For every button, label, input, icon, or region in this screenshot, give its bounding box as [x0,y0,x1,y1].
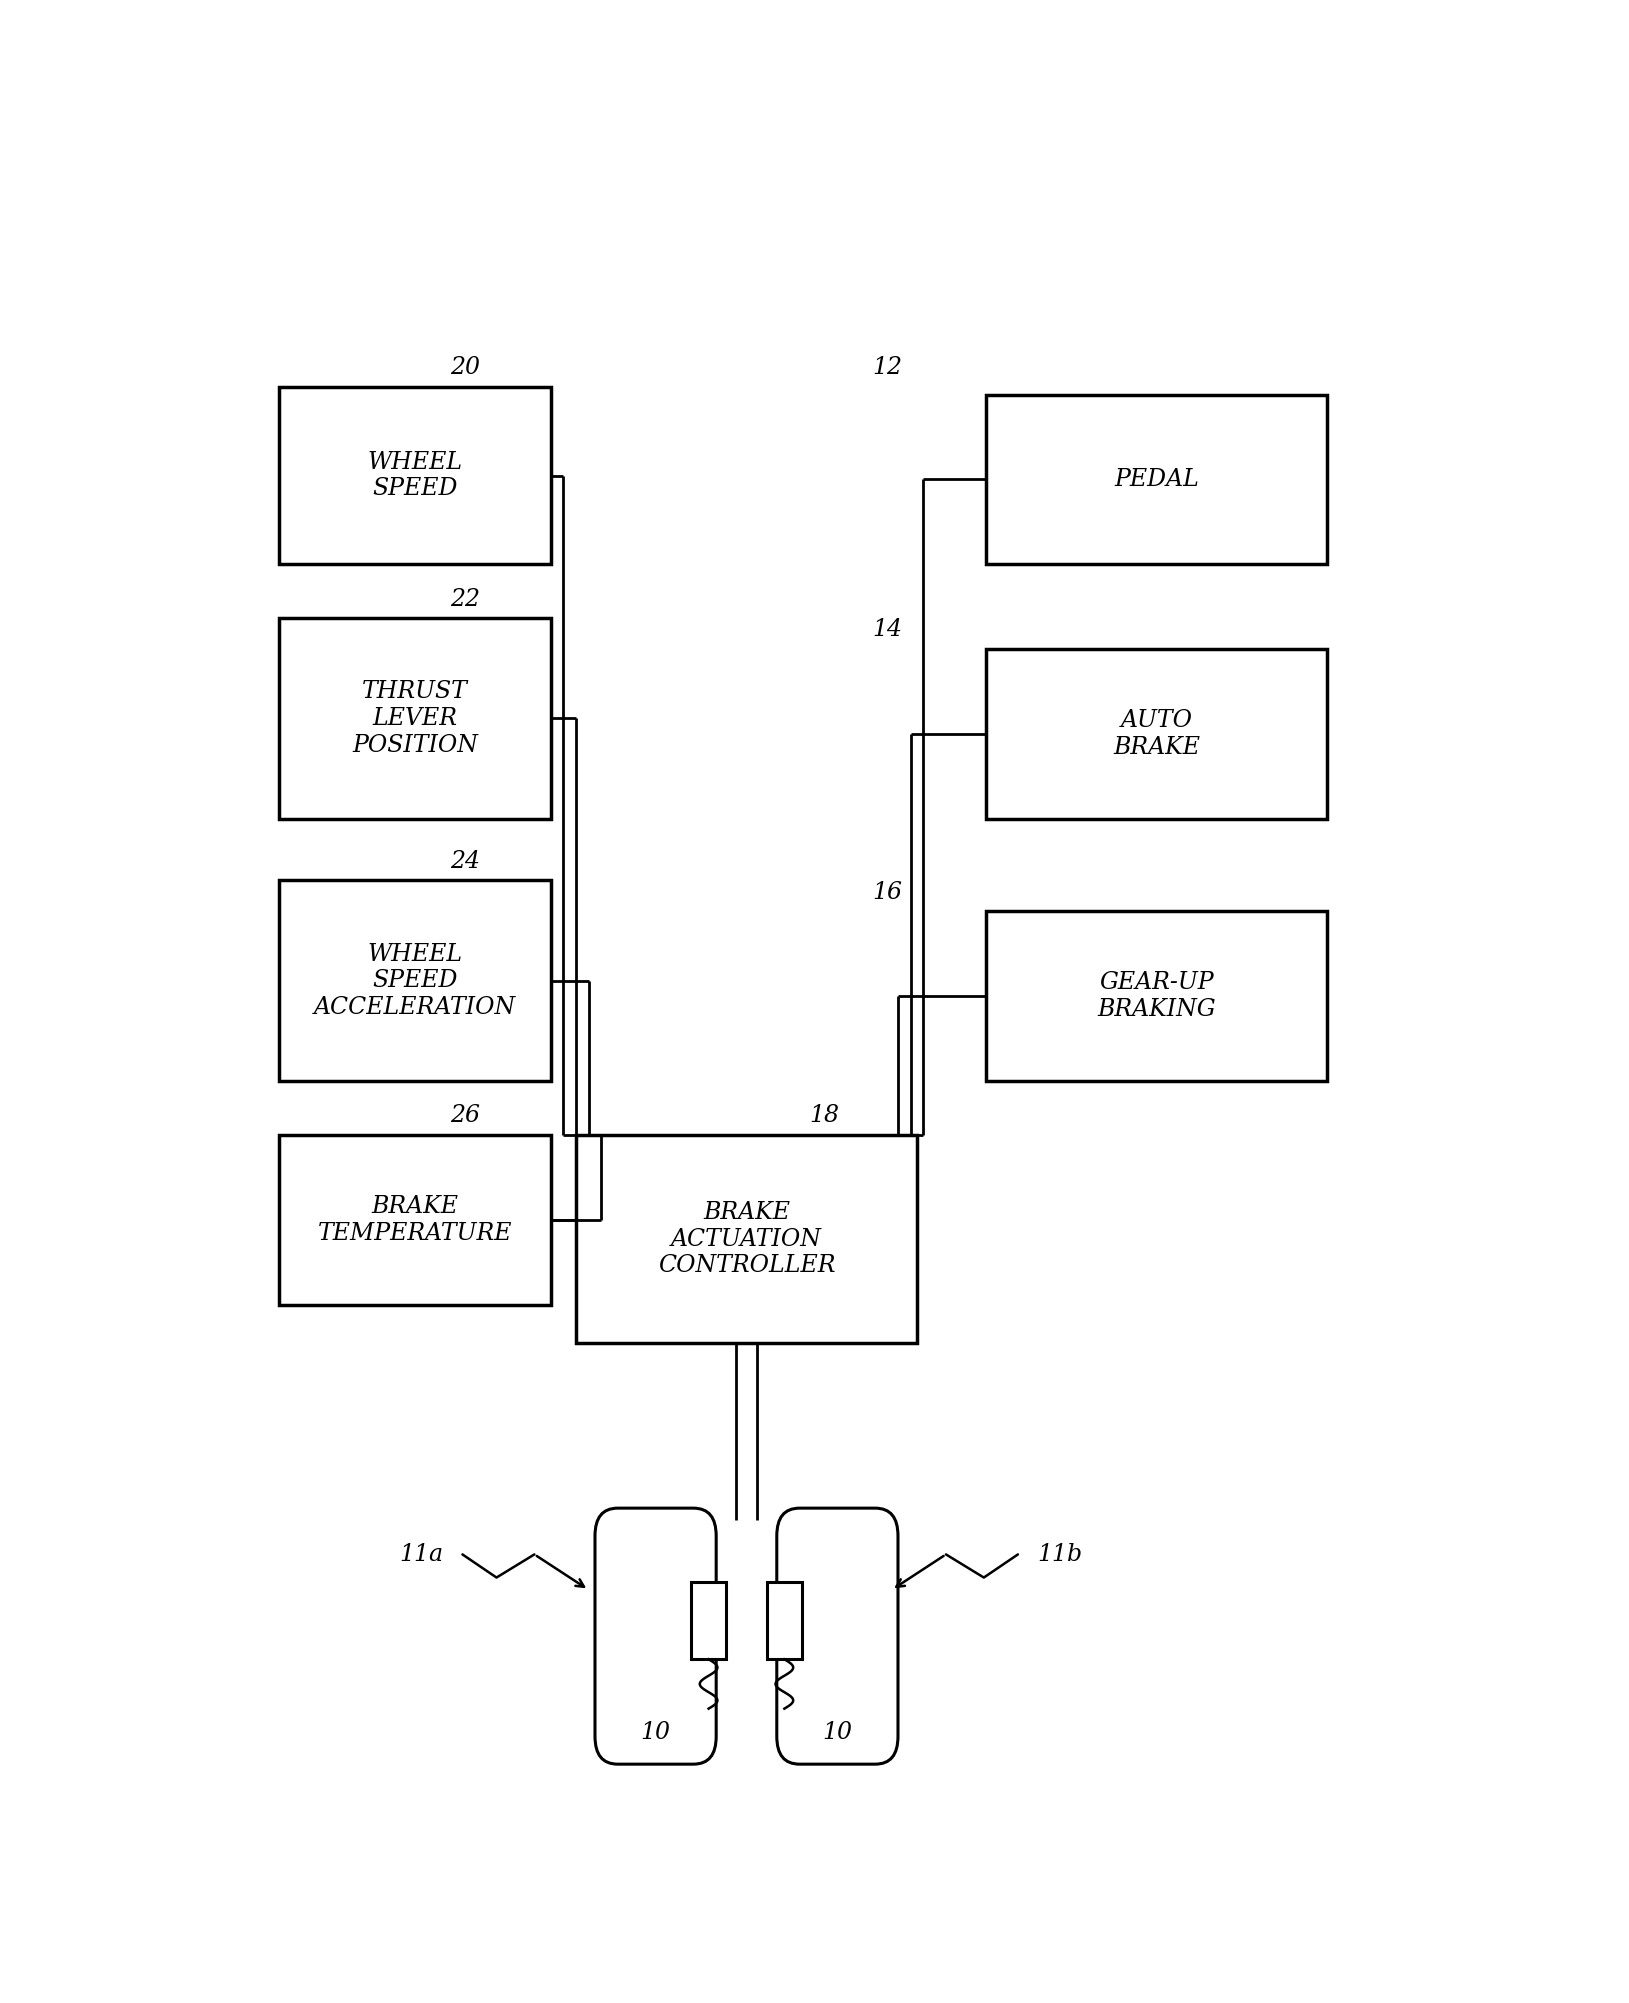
Text: 10: 10 [640,1721,671,1745]
Bar [691,1582,727,1658]
Bar [986,395,1328,565]
Bar [280,619,551,819]
Text: 11a: 11a [399,1542,443,1566]
Text: WHEEL
SPEED: WHEEL SPEED [368,451,463,501]
Bar [767,1582,801,1658]
Bar [986,911,1328,1082]
Text: 18: 18 [810,1104,839,1128]
Text: BRAKE
TEMPERATURE: BRAKE TEMPERATURE [318,1196,513,1244]
FancyBboxPatch shape [595,1508,717,1765]
Text: 20: 20 [450,357,481,379]
Text: GEAR-UP
BRAKING: GEAR-UP BRAKING [1098,971,1217,1022]
Text: PEDAL: PEDAL [1114,469,1199,491]
Bar [577,1136,917,1344]
Bar [280,881,551,1082]
Bar [986,649,1328,819]
Text: BRAKE
ACTUATION
CONTROLLER: BRAKE ACTUATION CONTROLLER [658,1202,836,1278]
Text: WHEEL
SPEED
ACCELERATION: WHEEL SPEED ACCELERATION [314,943,516,1020]
Text: 16: 16 [873,881,902,903]
Text: 22: 22 [450,587,481,611]
Text: 10: 10 [823,1721,852,1745]
Text: 12: 12 [873,357,902,379]
Text: AUTO
BRAKE: AUTO BRAKE [1113,709,1201,759]
FancyBboxPatch shape [777,1508,898,1765]
Text: 24: 24 [450,849,481,873]
Text: THRUST
LEVER
POSITION: THRUST LEVER POSITION [352,681,477,757]
Bar [280,387,551,565]
Bar [280,1136,551,1304]
Text: 11b: 11b [1038,1542,1082,1566]
Text: 14: 14 [873,619,902,641]
Text: 26: 26 [450,1104,481,1128]
